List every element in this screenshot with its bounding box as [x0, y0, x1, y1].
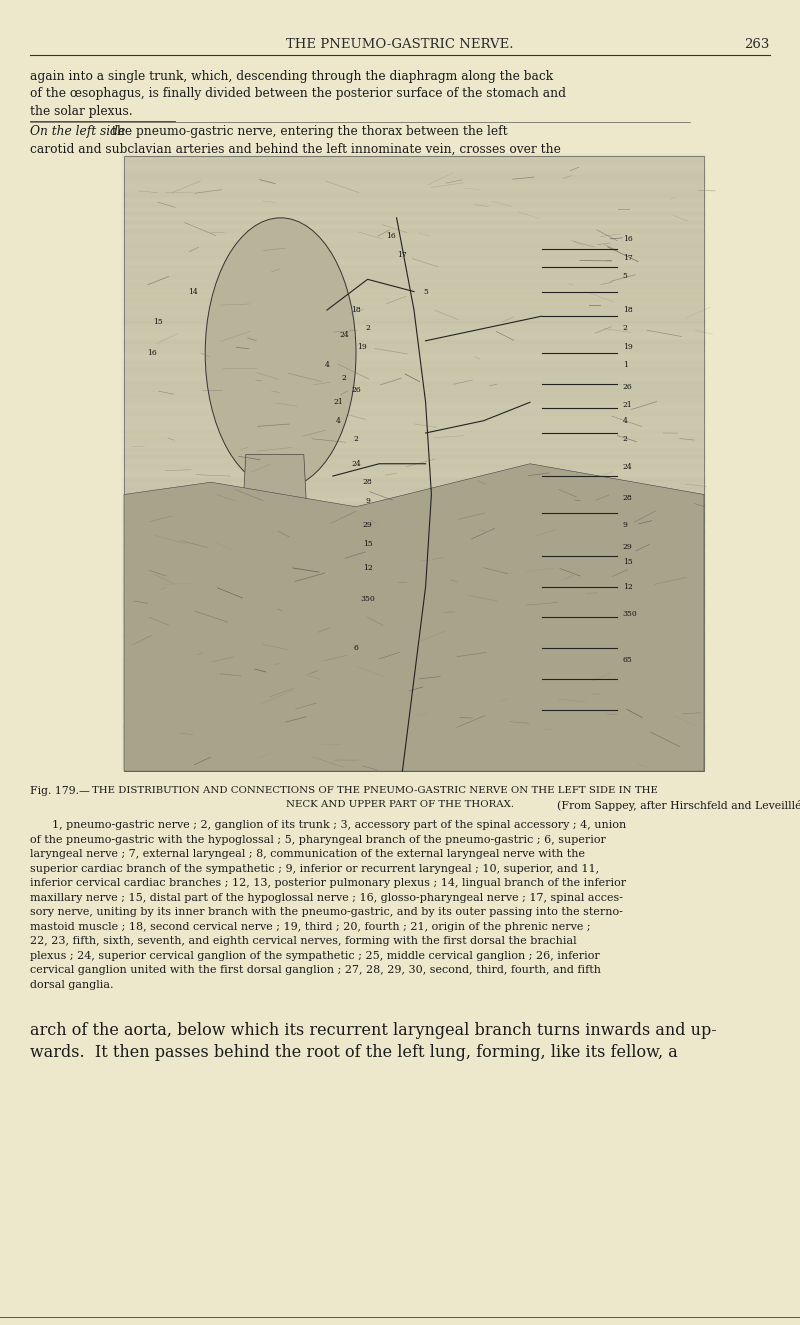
Text: 16: 16: [147, 348, 157, 356]
Text: 12: 12: [362, 564, 373, 572]
Text: 2: 2: [622, 325, 628, 333]
Text: again into a single trunk, which, descending through the diaphragm along the bac: again into a single trunk, which, descen…: [30, 70, 554, 83]
Polygon shape: [124, 464, 704, 771]
Text: 263: 263: [744, 38, 770, 50]
Text: mastoid muscle ; 18, second cervical nerve ; 19, third ; 20, fourth ; 21, origin: mastoid muscle ; 18, second cervical ner…: [30, 922, 591, 931]
Ellipse shape: [205, 217, 356, 489]
Polygon shape: [240, 454, 310, 566]
Text: 26: 26: [351, 386, 361, 394]
Text: 15: 15: [362, 539, 373, 547]
Text: 9: 9: [622, 521, 628, 529]
Text: 29: 29: [622, 543, 633, 551]
Text: maxillary nerve ; 15, distal part of the hypoglossal nerve ; 16, glosso-pharynge: maxillary nerve ; 15, distal part of the…: [30, 893, 623, 902]
Text: sory nerve, uniting by its inner branch with the pneumo-gastric, and by its oute: sory nerve, uniting by its inner branch …: [30, 908, 623, 917]
Text: plexus ; 24, superior cervical ganglion of the sympathetic ; 25, middle cervical: plexus ; 24, superior cervical ganglion …: [30, 950, 600, 961]
Text: carotid and subclavian arteries and behind the left innominate vein, crosses ove: carotid and subclavian arteries and behi…: [30, 143, 562, 156]
Text: 18: 18: [622, 306, 633, 314]
Text: 19: 19: [357, 343, 366, 351]
Text: 15: 15: [622, 558, 633, 566]
Text: 24: 24: [622, 462, 633, 470]
Text: 28: 28: [622, 494, 633, 502]
Text: 21: 21: [622, 401, 633, 409]
Text: 15: 15: [153, 318, 162, 326]
Text: 4: 4: [325, 362, 330, 370]
Text: 29: 29: [362, 521, 373, 529]
Text: 19: 19: [622, 343, 633, 351]
Text: of the pneumo-gastric with the hypoglossal ; 5, pharyngeal branch of the pneumo-: of the pneumo-gastric with the hypogloss…: [30, 835, 606, 844]
Text: 2: 2: [342, 374, 347, 382]
Text: 12: 12: [622, 583, 633, 591]
Text: 65: 65: [622, 656, 633, 664]
Text: 24: 24: [339, 331, 350, 339]
Text: Fig. 179.—: Fig. 179.—: [30, 786, 90, 796]
Text: 17: 17: [622, 254, 633, 262]
Text: laryngeal nerve ; 7, external laryngeal ; 8, communication of the external laryn: laryngeal nerve ; 7, external laryngeal …: [30, 849, 586, 859]
Text: 6: 6: [354, 644, 358, 652]
Text: arch of the aorta, below which its recurrent laryngeal branch turns inwards and : arch of the aorta, below which its recur…: [30, 1022, 717, 1039]
Text: (From Sappey, after Hirschfeld and Leveilllé.)  ¼: (From Sappey, after Hirschfeld and Levei…: [550, 800, 800, 811]
Text: 26: 26: [622, 383, 633, 391]
Text: the pneumo-gastric nerve, entering the thorax between the left: the pneumo-gastric nerve, entering the t…: [108, 126, 508, 139]
Text: 350: 350: [360, 595, 375, 603]
Text: 16: 16: [622, 236, 633, 244]
Text: the solar plexus.: the solar plexus.: [30, 105, 133, 118]
Text: 4: 4: [622, 417, 628, 425]
Text: inferior cervical cardiac branches ; 12, 13, posterior pulmonary plexus ; 14, li: inferior cervical cardiac branches ; 12,…: [30, 878, 626, 888]
Text: 4: 4: [336, 417, 341, 425]
Text: 22, 23, fifth, sixth, seventh, and eighth cervical nerves, forming with the firs: 22, 23, fifth, sixth, seventh, and eight…: [30, 937, 577, 946]
Text: cervical ganglion united with the first dorsal ganglion ; 27, 28, 29, 30, second: cervical ganglion united with the first …: [30, 965, 602, 975]
Text: 17: 17: [398, 250, 407, 258]
Text: 18: 18: [351, 306, 361, 314]
Text: 2: 2: [622, 435, 628, 443]
Text: 14: 14: [188, 288, 198, 295]
Text: 16: 16: [386, 232, 396, 240]
Text: 350: 350: [622, 611, 638, 619]
Text: THE DISTRIBUTION AND CONNECTIONS OF THE PNEUMO-GASTRIC NERVE ON THE LEFT SIDE IN: THE DISTRIBUTION AND CONNECTIONS OF THE …: [93, 786, 658, 795]
Text: 24: 24: [351, 460, 361, 468]
Text: wards.  It then passes behind the root of the left lung, forming, like its fello: wards. It then passes behind the root of…: [30, 1044, 678, 1061]
Text: dorsal ganglia.: dorsal ganglia.: [30, 979, 114, 990]
Text: 5: 5: [423, 288, 428, 295]
Text: 1: 1: [622, 362, 628, 370]
Text: On the left side: On the left side: [30, 126, 126, 139]
Text: 1, pneumo-gastric nerve ; 2, ganglion of its trunk ; 3, accessory part of the sp: 1, pneumo-gastric nerve ; 2, ganglion of…: [53, 820, 626, 831]
Text: 21: 21: [334, 399, 343, 407]
Text: 9: 9: [365, 497, 370, 505]
Text: NECK AND UPPER PART OF THE THORAX.: NECK AND UPPER PART OF THE THORAX.: [286, 800, 514, 810]
Text: THE PNEUMO-GASTRIC NERVE.: THE PNEUMO-GASTRIC NERVE.: [286, 38, 514, 50]
Text: 2: 2: [354, 435, 358, 443]
Bar: [124, 156, 704, 771]
Text: 28: 28: [362, 478, 373, 486]
Text: superior cardiac branch of the sympathetic ; 9, inferior or recurrent laryngeal : superior cardiac branch of the sympathet…: [30, 864, 599, 873]
Text: of the œsophagus, is finally divided between the posterior surface of the stomac: of the œsophagus, is finally divided bet…: [30, 87, 566, 101]
Text: 2: 2: [365, 325, 370, 333]
Text: 5: 5: [622, 272, 628, 280]
